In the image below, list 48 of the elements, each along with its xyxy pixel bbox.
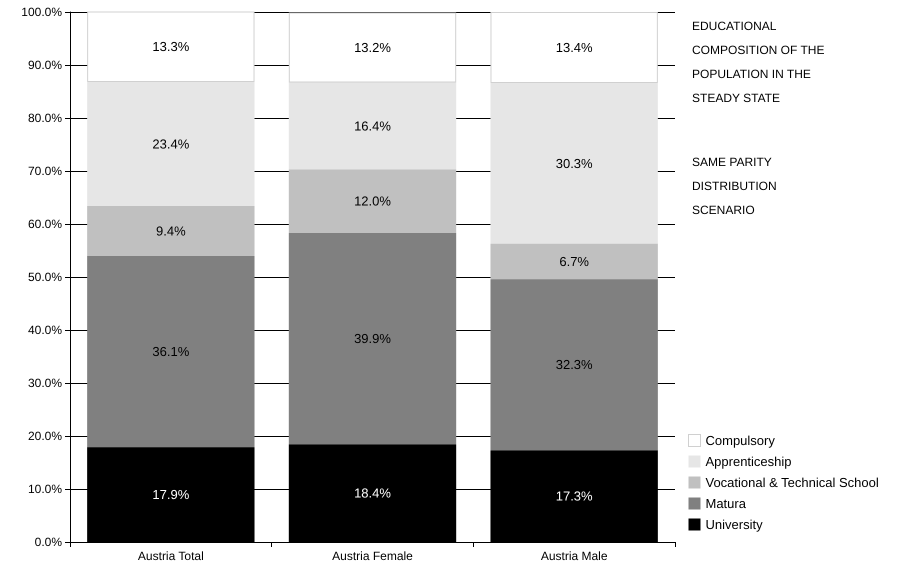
- data-label: 17.9%: [152, 487, 190, 502]
- y-tick-label: 50.0%: [28, 270, 62, 284]
- x-tick-label: Austria Male: [540, 549, 608, 563]
- data-label: 12.0%: [354, 194, 392, 209]
- y-tick-label: 40.0%: [28, 323, 62, 337]
- y-tick-label: 100.0%: [21, 5, 62, 19]
- data-label: 39.9%: [354, 331, 392, 346]
- y-tick-label: 60.0%: [28, 217, 62, 231]
- legend-label: Matura: [706, 496, 747, 511]
- data-label: 18.4%: [354, 486, 392, 501]
- y-tick-label: 70.0%: [28, 164, 62, 178]
- legend-label: University: [706, 517, 764, 532]
- y-tick-label: 30.0%: [28, 376, 62, 390]
- bar: [288, 169, 456, 234]
- bar: [490, 83, 658, 244]
- data-label: 32.3%: [556, 357, 594, 372]
- text: SAME PARITY DISTRIBUTION SCENARIO: [692, 155, 780, 217]
- data-label: 13.3%: [152, 39, 190, 54]
- bar: [490, 12, 658, 84]
- bar: [87, 12, 255, 82]
- y-tick-label: 10.0%: [28, 482, 62, 496]
- data-label: 13.2%: [354, 40, 392, 56]
- data-label: 13.4%: [556, 40, 594, 56]
- bar: [87, 206, 255, 256]
- y-tick-label: 0.0%: [34, 535, 62, 549]
- data-label: 9.4%: [156, 223, 186, 238]
- y-tick-label: 90.0%: [28, 58, 62, 72]
- bar: [490, 279, 658, 450]
- x-tick-label: Austria Total: [138, 549, 204, 563]
- data-label: 17.3%: [556, 488, 594, 504]
- x-tick-label: Austria Female: [332, 549, 414, 563]
- bar: [288, 233, 456, 444]
- legend-label: Compulsory: [706, 433, 776, 448]
- data-label: 36.1%: [152, 344, 190, 359]
- legend-label: Vocational & Technical School: [706, 475, 879, 490]
- data-label: 30.3%: [556, 156, 594, 171]
- bar: [288, 12, 456, 82]
- bar: [87, 256, 255, 448]
- data-label: 6.7%: [559, 254, 590, 269]
- bar: [288, 82, 456, 170]
- bar: [490, 244, 658, 280]
- legend-label: Apprenticeship: [706, 454, 792, 469]
- data-label: 23.4%: [152, 136, 190, 152]
- bar: [87, 82, 255, 206]
- y-tick-label: 80.0%: [28, 111, 62, 125]
- data-label: 16.4%: [354, 118, 392, 134]
- y-tick-label: 20.0%: [28, 429, 62, 443]
- text: EDUCATIONAL COMPOSITION OF THE POPULATION IN THE STEADY STATE: [692, 19, 828, 105]
